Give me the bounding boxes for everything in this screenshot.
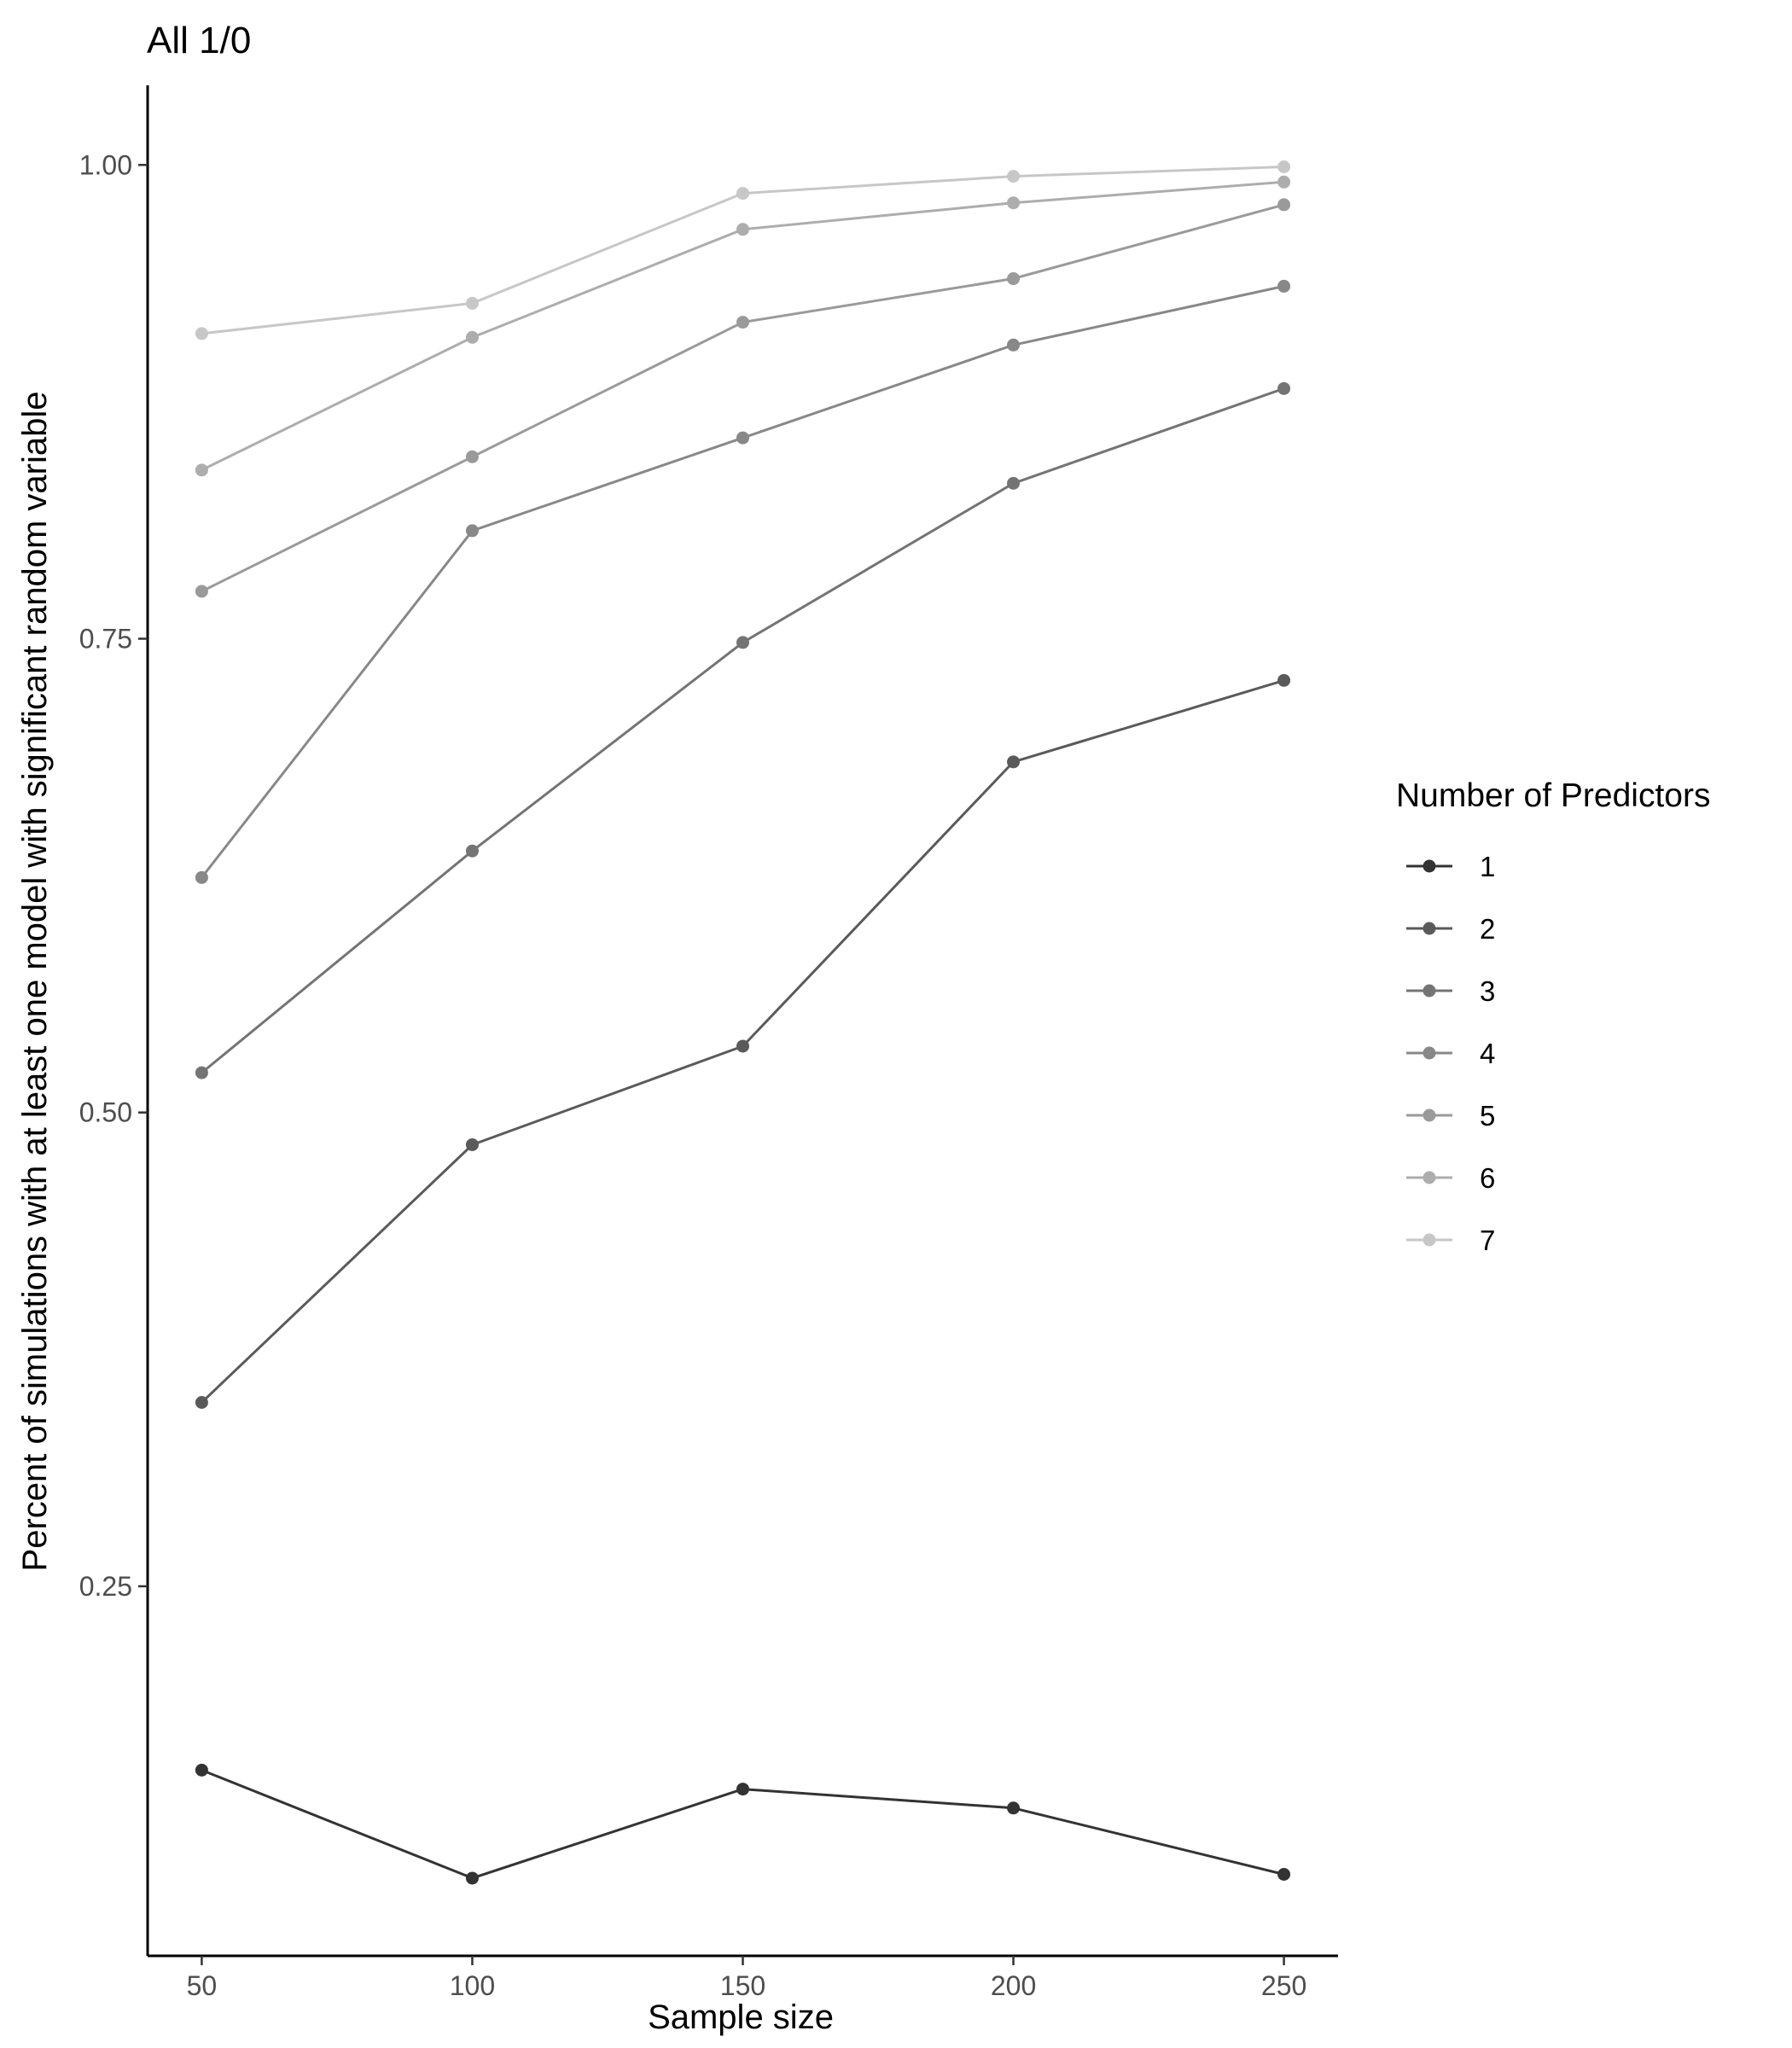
data-point <box>1007 755 1021 769</box>
legend-label: 6 <box>1480 1162 1495 1194</box>
legend-label: 4 <box>1480 1038 1495 1069</box>
legend-label: 5 <box>1480 1100 1495 1132</box>
data-point <box>465 1137 479 1151</box>
chart-title: All 1/0 <box>147 20 251 61</box>
series-2 <box>195 673 1291 1410</box>
legend-key-point <box>1423 1171 1436 1184</box>
x-tick-label: 250 <box>1261 1970 1306 2001</box>
data-point <box>195 1396 208 1410</box>
series-3 <box>195 381 1291 1079</box>
legend-label: 2 <box>1480 913 1495 945</box>
x-axis-title: Sample size <box>648 1999 834 2036</box>
data-point <box>1007 196 1021 210</box>
legend-item-1: 1 <box>1406 851 1495 882</box>
data-point <box>1277 381 1291 395</box>
legend-key-point <box>1423 859 1436 873</box>
series-6 <box>195 175 1291 477</box>
data-point <box>736 223 749 236</box>
data-point <box>736 636 749 649</box>
x-tick-label: 150 <box>720 1970 765 2001</box>
data-point <box>736 1783 749 1796</box>
x-axis-ticks: 50 100 150 200 250 <box>187 1956 1306 2001</box>
data-point <box>1277 1868 1291 1882</box>
data-point <box>1007 476 1021 490</box>
data-point <box>465 844 479 858</box>
series-5 <box>195 198 1291 598</box>
data-point <box>195 1066 208 1079</box>
y-tick-label: 0.50 <box>79 1097 132 1128</box>
legend-item-6: 6 <box>1406 1162 1495 1194</box>
data-point <box>465 330 479 344</box>
data-point <box>1277 160 1291 173</box>
data-point <box>1007 170 1021 183</box>
data-point <box>1277 198 1291 212</box>
data-point <box>1007 338 1021 352</box>
series-7 <box>195 160 1291 340</box>
data-point <box>465 524 479 538</box>
legend-key-point <box>1423 922 1436 935</box>
series-1 <box>195 1763 1291 1885</box>
data-point <box>736 187 749 201</box>
legend-key-point <box>1423 1108 1436 1122</box>
data-point <box>1277 175 1291 189</box>
y-tick-label: 0.75 <box>79 623 132 654</box>
legend-title: Number of Predictors <box>1396 777 1710 814</box>
data-point <box>195 463 208 477</box>
x-tick-label: 100 <box>450 1970 495 2001</box>
legend-item-2: 2 <box>1406 913 1495 945</box>
data-point <box>736 1039 749 1053</box>
series-line <box>201 284 1284 879</box>
data-point <box>195 585 208 598</box>
x-tick-label: 50 <box>187 1970 218 2001</box>
series-line <box>201 203 1284 593</box>
series-layer <box>195 160 1291 1885</box>
legend-item-4: 4 <box>1406 1038 1495 1069</box>
y-tick-label: 0.25 <box>79 1571 132 1602</box>
series-4 <box>195 279 1291 884</box>
y-axis-ticks: 0.25 0.50 0.75 1.00 <box>79 149 148 1602</box>
legend-key-point <box>1423 984 1436 998</box>
data-point <box>465 450 479 463</box>
legend-items: 1 2 3 4 5 6 7 <box>1406 851 1495 1256</box>
legend-item-5: 5 <box>1406 1100 1495 1132</box>
data-point <box>465 1871 479 1885</box>
legend-key-point <box>1423 1046 1436 1060</box>
data-point <box>1277 279 1291 293</box>
data-point <box>195 870 208 884</box>
data-point <box>195 327 208 340</box>
data-point <box>465 296 479 310</box>
data-point <box>736 431 749 445</box>
legend-label: 1 <box>1480 851 1495 882</box>
legend: Number of Predictors 1 2 3 4 5 6 7 <box>1396 777 1710 1256</box>
data-point <box>736 316 749 329</box>
data-point <box>195 1763 208 1777</box>
x-tick-label: 200 <box>991 1970 1036 2001</box>
legend-label: 7 <box>1480 1225 1495 1256</box>
plot-area: 50 100 150 200 250 0.25 0.50 0.75 1.00 <box>79 85 1338 2001</box>
legend-item-3: 3 <box>1406 975 1495 1007</box>
y-tick-label: 1.00 <box>79 149 132 180</box>
legend-item-7: 7 <box>1406 1225 1495 1256</box>
legend-key-point <box>1423 1233 1436 1247</box>
data-point <box>1007 1801 1021 1815</box>
data-point <box>1277 673 1291 687</box>
data-point <box>1007 272 1021 286</box>
legend-label: 3 <box>1480 975 1495 1007</box>
y-axis-title: Percent of simulations with at least one… <box>16 392 54 1572</box>
